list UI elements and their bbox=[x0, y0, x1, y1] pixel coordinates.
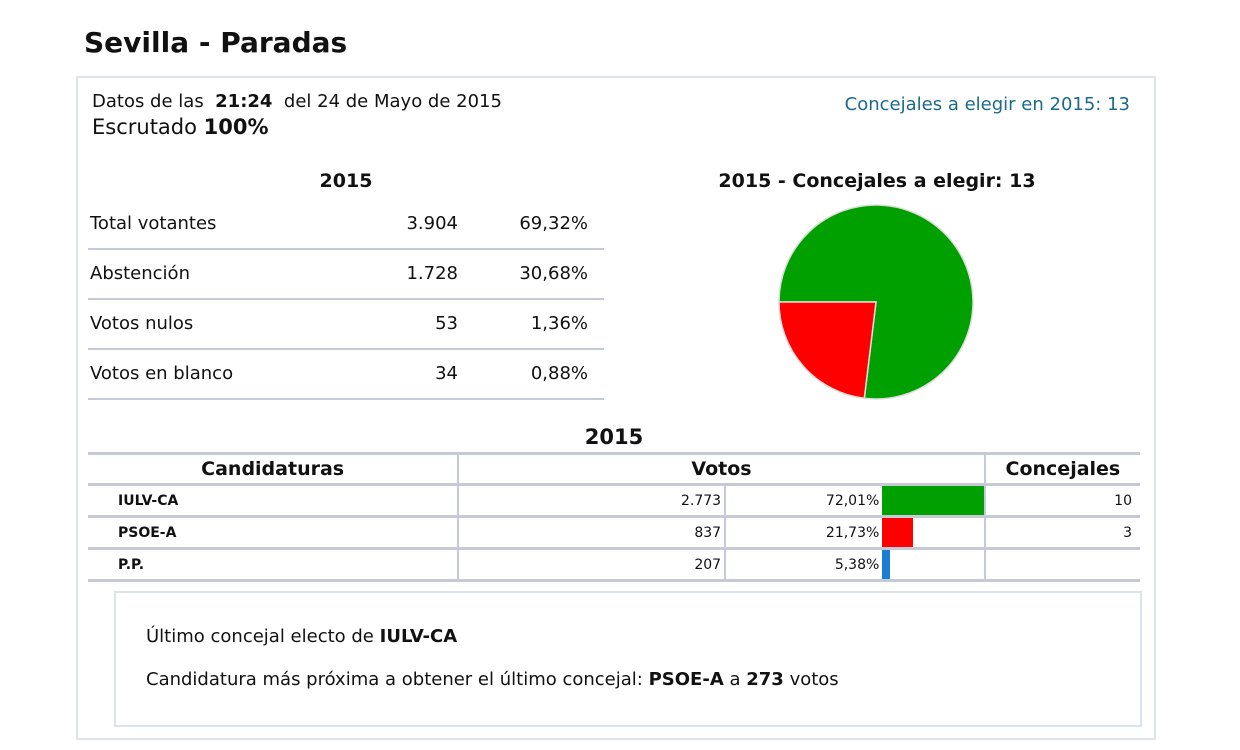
summary-pct: 0,88% bbox=[530, 363, 588, 384]
party-pct: 5,38% bbox=[724, 548, 883, 582]
result-row: PSOE-A 837 21,73% 3 bbox=[88, 516, 1140, 550]
result-row: IULV-CA 2.773 72,01% 10 bbox=[88, 484, 1140, 518]
last-seat-label: Último concejal electo de bbox=[146, 626, 374, 647]
chart-title: 2015 - Concejales a elegir: 13 bbox=[718, 170, 1036, 192]
party-votes: 207 bbox=[457, 548, 726, 582]
party-seats: 10 bbox=[983, 484, 1140, 518]
results-table: Candidaturas Votos Concejales IULV-CA 2.… bbox=[88, 452, 1140, 582]
page-title: Sevilla - Paradas bbox=[84, 26, 348, 59]
escrutado-value: 100% bbox=[203, 115, 269, 139]
next-seat-line: Candidatura más próxima a obtener el últ… bbox=[146, 669, 839, 690]
next-seat-suffix: votos bbox=[789, 669, 839, 690]
col-concejales: Concejales bbox=[983, 452, 1140, 486]
summary-row: Votos nulos 53 1,36% bbox=[88, 300, 604, 350]
escrutado-label: Escrutado bbox=[92, 115, 197, 139]
escrutado: Escrutado 100% bbox=[92, 115, 269, 139]
date: del 24 de Mayo de 2015 bbox=[283, 91, 502, 112]
summary-label: Total votantes bbox=[90, 213, 217, 234]
col-candidaturas: Candidaturas bbox=[88, 452, 459, 486]
results-year: 2015 bbox=[584, 425, 644, 449]
next-seat-votes: 273 bbox=[746, 669, 784, 690]
summary-row: Total votantes 3.904 69,32% bbox=[88, 200, 604, 250]
next-seat-label: Candidatura más próxima a obtener el últ… bbox=[146, 669, 643, 690]
data-time: Datos de las 21:24 del 24 de Mayo de 201… bbox=[92, 91, 502, 112]
party-bar bbox=[882, 518, 913, 547]
seats-pie-chart bbox=[778, 204, 974, 400]
summary-pct: 1,36% bbox=[530, 313, 588, 334]
party-name: PSOE-A bbox=[88, 516, 459, 550]
party-name: P.P. bbox=[88, 548, 459, 582]
party-pct: 21,73% bbox=[724, 516, 883, 550]
result-row: P.P. 207 5,38% bbox=[88, 548, 1140, 582]
time: 21:24 bbox=[215, 91, 273, 112]
party-bar-cell bbox=[882, 484, 985, 518]
summary-label: Votos en blanco bbox=[90, 363, 234, 384]
summary-year: 2015 bbox=[319, 170, 373, 192]
summary-value: 34 bbox=[435, 363, 458, 384]
summary-row: Abstención 1.728 30,68% bbox=[88, 250, 604, 300]
summary-value: 3.904 bbox=[406, 213, 458, 234]
datos-label: Datos de las bbox=[92, 91, 204, 112]
last-seat-box bbox=[114, 591, 1142, 727]
results-panel bbox=[76, 76, 1156, 740]
party-seats bbox=[983, 548, 1140, 582]
summary-pct: 69,32% bbox=[519, 213, 588, 234]
concejales-link[interactable]: Concejales a elegir en 2015: 13 bbox=[844, 94, 1130, 115]
party-bar bbox=[882, 486, 984, 515]
party-bar-cell bbox=[882, 548, 985, 582]
pie-slice-psoe-a bbox=[778, 301, 877, 400]
party-pct: 72,01% bbox=[724, 484, 883, 518]
summary-pct: 30,68% bbox=[519, 263, 588, 284]
summary-value: 1.728 bbox=[406, 263, 458, 284]
party-seats: 3 bbox=[983, 516, 1140, 550]
party-votes: 2.773 bbox=[457, 484, 726, 518]
party-bar-cell bbox=[882, 516, 985, 550]
last-seat-line: Último concejal electo de IULV-CA bbox=[146, 626, 457, 647]
summary-value: 53 bbox=[435, 313, 458, 334]
summary-label: Abstención bbox=[90, 263, 190, 284]
party-votes: 837 bbox=[457, 516, 726, 550]
summary-row: Votos en blanco 34 0,88% bbox=[88, 350, 604, 400]
next-seat-a: a bbox=[729, 669, 741, 690]
party-bar bbox=[882, 550, 890, 579]
col-votos: Votos bbox=[457, 452, 985, 486]
summary-label: Votos nulos bbox=[90, 313, 194, 334]
last-seat-party: IULV-CA bbox=[379, 626, 458, 647]
party-name: IULV-CA bbox=[88, 484, 459, 518]
next-seat-party: PSOE-A bbox=[648, 669, 724, 690]
